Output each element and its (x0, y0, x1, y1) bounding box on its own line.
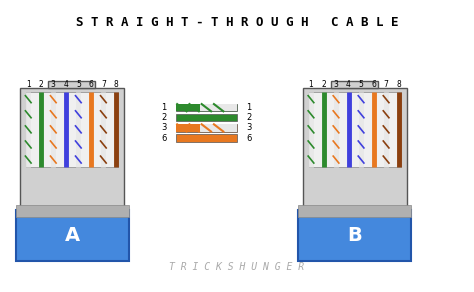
FancyBboxPatch shape (298, 210, 411, 261)
Text: 3: 3 (51, 80, 56, 89)
Text: 2: 2 (246, 113, 252, 122)
FancyBboxPatch shape (20, 88, 124, 210)
Text: 6: 6 (161, 133, 166, 142)
Text: 3: 3 (161, 124, 166, 133)
Text: 1: 1 (246, 103, 252, 112)
Text: 8: 8 (113, 80, 118, 89)
FancyBboxPatch shape (16, 210, 128, 261)
Text: S T R A I G H T - T H R O U G H   C A B L E: S T R A I G H T - T H R O U G H C A B L … (76, 16, 398, 29)
Text: 8: 8 (396, 80, 401, 89)
Text: 5: 5 (359, 80, 364, 89)
Bar (298, 205, 411, 217)
FancyBboxPatch shape (303, 88, 407, 210)
Text: 1: 1 (309, 80, 313, 89)
Bar (309, 92, 401, 167)
Text: 5: 5 (76, 80, 81, 89)
Bar (16, 205, 128, 217)
Text: 7: 7 (101, 80, 106, 89)
Text: 4: 4 (346, 80, 351, 89)
Bar (176, 134, 237, 142)
Text: 6: 6 (246, 133, 252, 142)
Text: 7: 7 (383, 80, 389, 89)
Text: 3: 3 (334, 80, 338, 89)
Bar (176, 124, 237, 131)
Bar (176, 124, 200, 131)
Bar (176, 124, 237, 131)
Bar (176, 104, 200, 111)
Text: 1: 1 (26, 80, 31, 89)
Bar (176, 114, 237, 121)
Text: 6: 6 (89, 80, 93, 89)
Bar (331, 81, 378, 88)
Text: 2: 2 (38, 80, 43, 89)
Bar (176, 104, 237, 111)
Text: T R I C K S H U N G E R: T R I C K S H U N G E R (169, 263, 305, 272)
Text: 6: 6 (371, 80, 376, 89)
Text: 2: 2 (161, 113, 166, 122)
Text: 4: 4 (64, 80, 68, 89)
Text: A: A (64, 226, 80, 245)
Bar (176, 104, 237, 111)
Bar (48, 81, 95, 88)
Text: B: B (347, 226, 362, 245)
Bar (26, 92, 118, 167)
Text: 3: 3 (246, 124, 252, 133)
Text: 1: 1 (161, 103, 166, 112)
Text: 2: 2 (321, 80, 326, 89)
